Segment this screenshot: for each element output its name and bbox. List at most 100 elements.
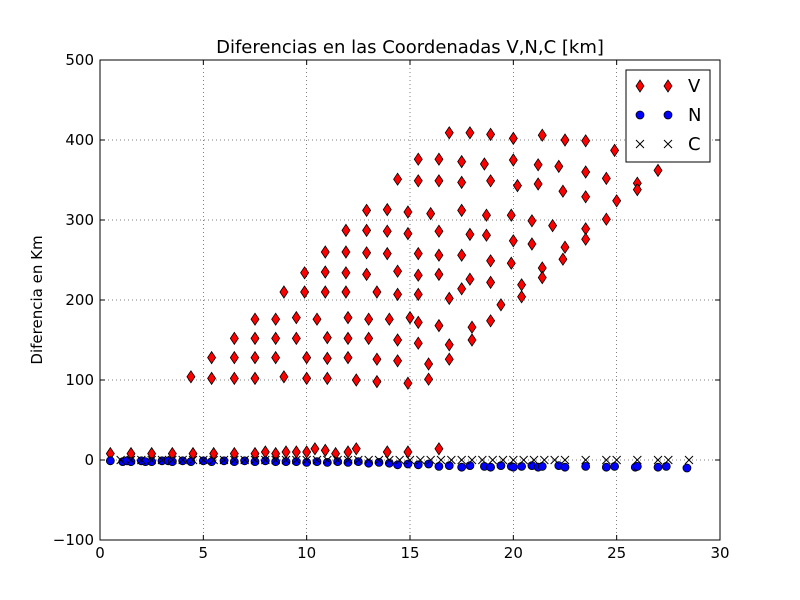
c-point xyxy=(364,455,374,465)
c-point xyxy=(405,455,415,465)
v-point xyxy=(186,370,196,384)
v-point xyxy=(426,206,436,221)
v-point xyxy=(364,312,374,326)
n-point xyxy=(291,457,301,467)
v-point xyxy=(302,350,312,365)
n-point xyxy=(537,461,547,471)
x-tick-label: 10 xyxy=(297,544,316,562)
n-point xyxy=(434,461,444,471)
legend-label-v: V xyxy=(688,76,701,97)
v-point xyxy=(554,159,564,174)
c-point xyxy=(415,455,425,465)
x-tick-label: 15 xyxy=(400,544,419,562)
v-point xyxy=(457,248,467,262)
n-point xyxy=(610,461,619,471)
n-point xyxy=(322,457,332,467)
v-point xyxy=(479,157,489,171)
v-point xyxy=(465,126,475,140)
v-point xyxy=(343,350,353,365)
c-point xyxy=(353,455,363,465)
v-point xyxy=(207,371,217,386)
c-point xyxy=(457,455,467,465)
v-point xyxy=(558,252,568,266)
v-point xyxy=(310,442,320,456)
n-point xyxy=(333,457,343,467)
n-point xyxy=(661,461,671,471)
c-point xyxy=(519,455,529,465)
c-point xyxy=(322,455,332,465)
v-point xyxy=(362,203,372,218)
v-point xyxy=(486,254,496,268)
c-point xyxy=(333,455,343,465)
v-point xyxy=(341,223,351,238)
v-point xyxy=(312,312,322,326)
v-point xyxy=(351,442,361,456)
v-point xyxy=(362,223,372,238)
v-point xyxy=(560,240,570,254)
y-tick-label: 300 xyxy=(65,211,94,229)
n-point xyxy=(229,457,239,467)
v-point xyxy=(444,291,454,306)
v-point xyxy=(413,336,423,350)
v-point xyxy=(601,171,611,186)
v-point xyxy=(601,212,611,226)
v-point xyxy=(560,133,570,147)
v-point xyxy=(320,265,330,279)
legend-marker-n xyxy=(663,110,673,120)
c-point xyxy=(281,455,291,465)
v-point xyxy=(457,175,467,190)
v-point xyxy=(364,331,374,346)
y-tick-label: 400 xyxy=(65,131,94,149)
v-point xyxy=(457,282,467,296)
v-point xyxy=(384,312,394,326)
n-point xyxy=(343,457,353,467)
v-point xyxy=(403,205,413,219)
c-point xyxy=(271,455,281,465)
n-point xyxy=(508,462,518,472)
v-point xyxy=(403,226,413,241)
c-point xyxy=(198,455,208,465)
v-point xyxy=(434,442,444,456)
c-point xyxy=(343,455,353,465)
v-point xyxy=(434,248,444,262)
v-point xyxy=(457,203,467,218)
c-point xyxy=(302,455,312,465)
c-point xyxy=(560,455,570,465)
c-point xyxy=(116,455,126,465)
n-point xyxy=(178,456,188,466)
n-point xyxy=(147,457,157,467)
v-point xyxy=(291,331,301,346)
v-point xyxy=(300,266,310,280)
c-point xyxy=(632,455,642,465)
v-point xyxy=(320,443,330,458)
v-point xyxy=(341,245,351,259)
v-point xyxy=(581,134,591,148)
v-point xyxy=(486,314,496,328)
c-point xyxy=(467,455,477,465)
n-point xyxy=(424,459,434,469)
v-point xyxy=(322,330,332,345)
c-point xyxy=(581,455,591,465)
c-point xyxy=(426,455,436,465)
v-point xyxy=(393,333,403,347)
legend-marker-n xyxy=(635,110,645,120)
v-point xyxy=(271,331,281,346)
v-point xyxy=(362,246,372,260)
v-point xyxy=(581,165,591,179)
n-point xyxy=(601,462,611,472)
v-point xyxy=(413,152,423,166)
v-point xyxy=(372,352,382,366)
v-point xyxy=(467,333,477,347)
v-point xyxy=(527,237,537,251)
n-point xyxy=(384,458,394,468)
v-point xyxy=(413,174,423,188)
c-point xyxy=(508,455,518,465)
legend-marker-v xyxy=(635,79,645,93)
x-tick-label: 30 xyxy=(710,544,729,562)
y-tick-label: −100 xyxy=(53,531,94,549)
n-point xyxy=(260,456,270,466)
v-point xyxy=(610,143,620,158)
v-point xyxy=(393,287,403,302)
c-point xyxy=(157,455,167,465)
